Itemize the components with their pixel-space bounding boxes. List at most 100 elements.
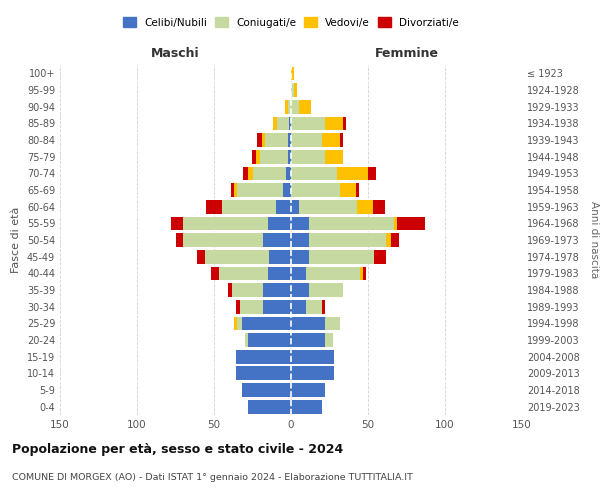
Bar <box>322 300 325 314</box>
Bar <box>307 266 360 280</box>
Bar <box>269 250 291 264</box>
Bar <box>291 233 310 247</box>
Bar <box>291 133 322 147</box>
Bar <box>357 200 373 213</box>
Bar <box>236 300 240 314</box>
Bar <box>237 316 242 330</box>
Bar <box>245 333 248 347</box>
Bar <box>272 116 277 130</box>
Bar <box>242 316 291 330</box>
Text: Femmine: Femmine <box>374 47 439 60</box>
Bar <box>340 133 343 147</box>
Bar <box>242 383 291 397</box>
Bar <box>283 183 291 197</box>
Bar <box>291 83 294 97</box>
Bar <box>288 100 291 114</box>
Bar <box>289 116 291 130</box>
Y-axis label: Anni di nascita: Anni di nascita <box>589 202 599 278</box>
Bar <box>263 233 291 247</box>
Bar <box>337 166 368 180</box>
Bar <box>291 200 299 213</box>
Bar <box>386 233 391 247</box>
Bar <box>268 266 291 280</box>
Bar <box>394 216 397 230</box>
Bar <box>291 400 322 413</box>
Bar <box>277 116 289 130</box>
Bar <box>228 283 232 297</box>
Bar <box>291 100 299 114</box>
Bar <box>248 333 291 347</box>
Text: COMUNE DI MORGEX (AO) - Dati ISTAT 1° gennaio 2024 - Elaborazione TUTTITALIA.IT: COMUNE DI MORGEX (AO) - Dati ISTAT 1° ge… <box>12 472 413 482</box>
Bar <box>176 233 183 247</box>
Bar <box>248 400 291 413</box>
Y-axis label: Fasce di età: Fasce di età <box>11 207 21 273</box>
Bar <box>237 183 283 197</box>
Bar <box>263 300 291 314</box>
Text: Maschi: Maschi <box>151 47 200 60</box>
Bar <box>211 266 218 280</box>
Bar <box>291 183 340 197</box>
Bar <box>310 283 343 297</box>
Bar <box>325 333 332 347</box>
Bar <box>222 200 275 213</box>
Bar <box>236 350 291 364</box>
Bar <box>310 216 394 230</box>
Bar <box>218 266 268 280</box>
Bar <box>322 133 340 147</box>
Bar <box>397 216 425 230</box>
Bar <box>291 300 307 314</box>
Bar <box>183 216 268 230</box>
Bar <box>291 250 310 264</box>
Bar <box>232 283 263 297</box>
Bar <box>343 116 346 130</box>
Bar <box>291 150 325 164</box>
Bar <box>391 233 399 247</box>
Bar <box>374 250 386 264</box>
Bar <box>243 166 248 180</box>
Bar <box>291 383 325 397</box>
Bar <box>234 316 237 330</box>
Bar <box>291 350 334 364</box>
Bar <box>373 200 385 213</box>
Legend: Celibi/Nubili, Coniugati/e, Vedovi/e, Divorziati/e: Celibi/Nubili, Coniugati/e, Vedovi/e, Di… <box>120 14 462 30</box>
Bar <box>231 183 234 197</box>
Bar <box>340 183 356 197</box>
Bar <box>268 216 291 230</box>
Text: Popolazione per età, sesso e stato civile - 2024: Popolazione per età, sesso e stato civil… <box>12 442 343 456</box>
Bar <box>325 116 343 130</box>
Bar <box>325 316 340 330</box>
Bar <box>310 233 386 247</box>
Bar <box>368 166 376 180</box>
Bar <box>256 150 260 164</box>
Bar <box>291 116 325 130</box>
Bar <box>285 100 288 114</box>
Bar <box>291 333 325 347</box>
Bar <box>234 183 237 197</box>
Bar <box>299 200 357 213</box>
Bar <box>171 216 183 230</box>
Bar <box>257 133 262 147</box>
Bar <box>291 166 337 180</box>
Bar <box>325 150 343 164</box>
Bar <box>299 100 311 114</box>
Bar <box>262 133 265 147</box>
Bar <box>183 233 263 247</box>
Bar <box>253 150 256 164</box>
Bar <box>291 316 325 330</box>
Bar <box>294 83 297 97</box>
Bar <box>291 283 310 297</box>
Bar <box>236 366 291 380</box>
Bar <box>263 283 291 297</box>
Bar <box>275 200 291 213</box>
Bar <box>291 266 307 280</box>
Bar <box>356 183 359 197</box>
Bar <box>253 166 286 180</box>
Bar <box>205 250 269 264</box>
Bar <box>307 300 322 314</box>
Bar <box>197 250 205 264</box>
Bar <box>265 133 288 147</box>
Bar <box>288 150 291 164</box>
Bar <box>206 200 222 213</box>
Bar <box>260 150 288 164</box>
Bar <box>364 266 367 280</box>
